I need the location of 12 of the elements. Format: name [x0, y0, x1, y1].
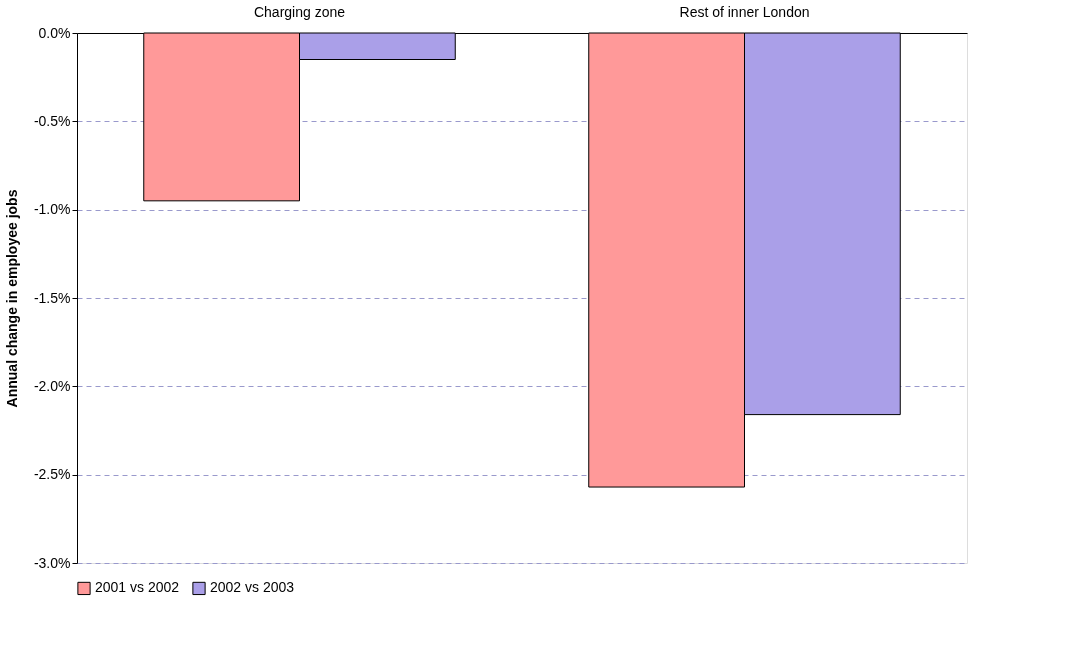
y-tick-label: -2.5%: [33, 466, 71, 483]
y-tick-label: -2.0%: [33, 377, 71, 394]
legend-label: 2001 vs 2002: [95, 579, 180, 596]
x-tick-label: Rest of inner London: [679, 3, 810, 20]
y-tick-label: -1.5%: [33, 289, 71, 306]
y-axis-title: Annual change in employee jobs: [3, 189, 20, 408]
y-tick-label: 0.0%: [38, 24, 71, 41]
legend-label: 2002 vs 2003: [210, 579, 295, 596]
y-tick-label: -1.0%: [33, 201, 71, 218]
y-tick-label: -3.0%: [33, 554, 71, 571]
x-tick-label: Charging zone: [253, 3, 346, 20]
y-tick-label: -0.5%: [33, 112, 71, 129]
